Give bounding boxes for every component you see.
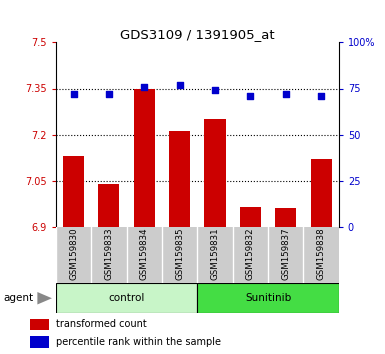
Bar	[63, 156, 84, 227]
Polygon shape	[37, 292, 52, 304]
Bar	[134, 88, 155, 227]
Bar	[30, 336, 49, 348]
Bar	[275, 208, 296, 227]
Text: control: control	[109, 293, 145, 303]
Point	[283, 91, 289, 97]
Text: agent: agent	[4, 293, 34, 303]
Bar	[169, 131, 190, 227]
Text: transformed count: transformed count	[56, 319, 147, 329]
Text: GSM159837: GSM159837	[281, 227, 290, 280]
Bar	[56, 283, 197, 313]
Point	[141, 84, 147, 90]
Bar	[98, 184, 119, 227]
Point	[212, 87, 218, 93]
Point	[247, 93, 253, 99]
Bar	[204, 119, 226, 227]
Bar	[311, 159, 332, 227]
Bar	[197, 283, 339, 313]
Text: GSM159833: GSM159833	[104, 227, 114, 280]
Point	[106, 91, 112, 97]
Point	[318, 93, 324, 99]
Point	[70, 91, 77, 97]
Bar	[240, 207, 261, 227]
Text: GSM159832: GSM159832	[246, 227, 255, 280]
Text: GSM159831: GSM159831	[211, 227, 219, 280]
Title: GDS3109 / 1391905_at: GDS3109 / 1391905_at	[120, 28, 275, 41]
Text: GSM159838: GSM159838	[316, 227, 326, 280]
Point	[177, 82, 183, 88]
Text: percentile rank within the sample: percentile rank within the sample	[56, 337, 221, 347]
Text: GSM159834: GSM159834	[140, 227, 149, 280]
Text: Sunitinib: Sunitinib	[245, 293, 291, 303]
Text: GSM159830: GSM159830	[69, 227, 78, 280]
Text: GSM159835: GSM159835	[175, 227, 184, 280]
Bar	[30, 319, 49, 330]
